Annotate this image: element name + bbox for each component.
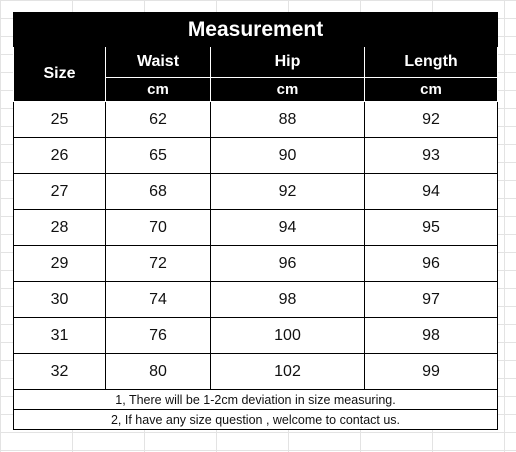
table-row: 27 68 92 94 — [13, 173, 499, 210]
unit-waist: cm — [105, 77, 211, 102]
cell-hip: 102 — [210, 353, 365, 390]
cell-size: 27 — [13, 173, 106, 210]
cell-length: 94 — [363, 173, 499, 210]
cell-waist: 76 — [105, 317, 211, 354]
cell-hip: 96 — [210, 245, 365, 282]
header-length: Length — [363, 46, 499, 78]
header-waist: Waist — [105, 46, 211, 78]
note-row: 1, There will be 1-2cm deviation in size… — [12, 389, 499, 410]
cell-waist: 70 — [105, 209, 211, 246]
cell-hip: 92 — [210, 173, 365, 210]
cell-size: 26 — [13, 137, 106, 174]
cell-length: 92 — [363, 101, 499, 138]
cell-size: 30 — [13, 281, 106, 318]
table-title: Measurement — [12, 12, 499, 47]
table-row: 29 72 96 96 — [13, 245, 499, 282]
size-chart-table: Measurement Size Waist Hip Length cm cm … — [12, 12, 499, 430]
table-row: 25 62 88 92 — [13, 101, 499, 138]
cell-hip: 88 — [210, 101, 365, 138]
note-contact: 2, If have any size question , welcome t… — [12, 409, 499, 430]
cell-length: 93 — [363, 137, 499, 174]
cell-hip: 100 — [210, 317, 365, 354]
table-row: 31 76 100 98 — [13, 317, 499, 354]
cell-waist: 68 — [105, 173, 211, 210]
cell-size: 29 — [13, 245, 106, 282]
cell-hip: 90 — [210, 137, 365, 174]
table-row: 32 80 102 99 — [13, 353, 499, 390]
cell-length: 98 — [363, 317, 499, 354]
unit-hip: cm — [210, 77, 365, 102]
cell-size: 28 — [13, 209, 106, 246]
cell-waist: 74 — [105, 281, 211, 318]
table-row: 26 65 90 93 — [13, 137, 499, 174]
cell-size: 32 — [13, 353, 106, 390]
table-row: 28 70 94 95 — [13, 209, 499, 246]
note-row: 2, If have any size question , welcome t… — [12, 409, 499, 430]
cell-length: 96 — [363, 245, 499, 282]
cell-hip: 98 — [210, 281, 365, 318]
cell-waist: 72 — [105, 245, 211, 282]
cell-waist: 65 — [105, 137, 211, 174]
cell-waist: 62 — [105, 101, 211, 138]
unit-length: cm — [363, 77, 499, 102]
header-size: Size — [13, 46, 106, 102]
header-hip: Hip — [210, 46, 365, 78]
note-deviation: 1, There will be 1-2cm deviation in size… — [12, 389, 499, 410]
header-row: Size Waist Hip Length — [13, 46, 499, 102]
cell-hip: 94 — [210, 209, 365, 246]
title-row: Measurement — [12, 12, 499, 47]
unit-row: cm cm cm — [14, 77, 499, 102]
table-row: 30 74 98 97 — [13, 281, 499, 318]
cell-size: 31 — [13, 317, 106, 354]
cell-length: 99 — [363, 353, 499, 390]
cell-length: 95 — [363, 209, 499, 246]
cell-waist: 80 — [105, 353, 211, 390]
cell-size: 25 — [13, 101, 106, 138]
cell-length: 97 — [363, 281, 499, 318]
